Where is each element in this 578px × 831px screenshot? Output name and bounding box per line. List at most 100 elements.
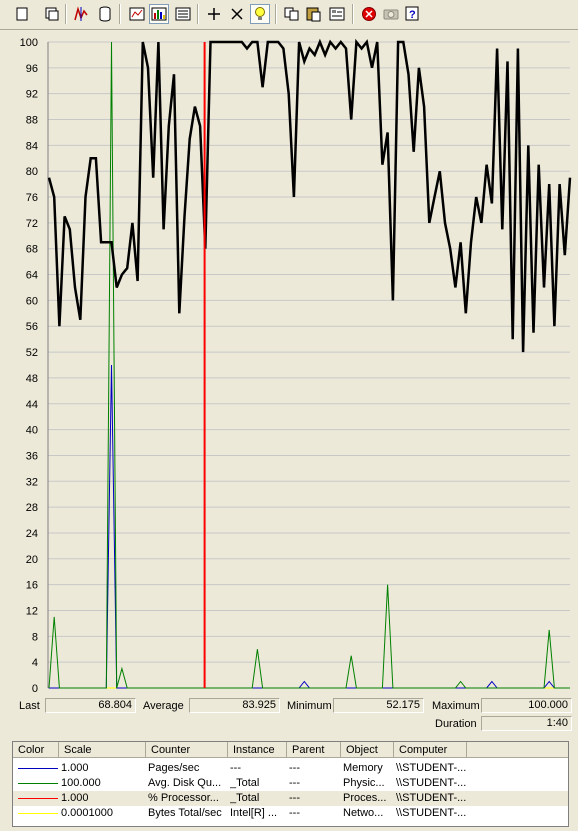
y-tick-label: 100	[20, 37, 38, 49]
add-icon	[208, 8, 220, 20]
series-line	[48, 41, 570, 689]
toolbar-separator	[352, 4, 354, 24]
y-tick-label: 80	[26, 166, 38, 178]
column-header-scale[interactable]: Scale	[59, 742, 146, 758]
toolbar-separator	[119, 4, 121, 24]
view-report-icon	[175, 7, 191, 21]
y-tick-label: 68	[26, 244, 38, 256]
y-tick-label: 4	[32, 657, 38, 669]
counter-legend: Color Scale Counter Instance Parent Obje…	[12, 741, 569, 827]
y-tick-label: 0	[32, 683, 38, 695]
update-data-icon	[383, 9, 399, 20]
average-label: Average	[143, 700, 184, 712]
y-tick-label: 60	[26, 295, 38, 307]
color-swatch	[18, 798, 58, 799]
y-tick-label: 24	[26, 528, 38, 540]
highlight-icon	[255, 7, 265, 20]
color-swatch	[18, 783, 58, 784]
delete-icon	[231, 8, 243, 20]
y-tick-label: 44	[26, 399, 38, 411]
y-tick-label: 56	[26, 321, 38, 333]
highlight-button[interactable]	[250, 4, 270, 24]
legend-cell-instance: _Total	[230, 777, 260, 789]
legend-cell-counter: % Processor...	[148, 792, 219, 804]
column-header-object[interactable]: Object	[341, 742, 394, 758]
help-button[interactable]: ?	[403, 4, 423, 24]
y-tick-label: 96	[26, 63, 38, 75]
clear-display-icon	[45, 7, 59, 21]
color-swatch	[18, 768, 58, 769]
y-tick-label: 76	[26, 192, 38, 204]
legend-row[interactable]: 1.000 % Processor... _Total --- Proces... \\S…	[13, 791, 568, 806]
column-header-instance[interactable]: Instance	[228, 742, 287, 758]
freeze-display-icon	[362, 7, 376, 21]
legend-cell-counter: Pages/sec	[148, 762, 200, 774]
copy-properties-button[interactable]	[282, 4, 302, 24]
y-tick-label: 84	[26, 140, 38, 152]
legend-cell-counter: Bytes Total/sec	[148, 807, 222, 819]
legend-cell-object: Memory	[343, 762, 383, 774]
legend-cell-parent: ---	[289, 777, 300, 789]
add-button[interactable]	[204, 4, 224, 24]
column-header-filler	[467, 742, 568, 758]
legend-cell-computer: \\STUDENT-...	[396, 807, 467, 819]
y-tick-label: 48	[26, 373, 38, 385]
view-graph-button[interactable]	[127, 4, 147, 24]
legend-row[interactable]: 100.000 Avg. Disk Qu... _Total --- Physic...…	[13, 776, 568, 791]
new-counter-set-button[interactable]	[12, 4, 32, 24]
maximum-value: 100.000	[481, 698, 572, 713]
properties-icon	[329, 7, 345, 21]
toolbar-separator	[197, 4, 199, 24]
legend-row[interactable]: 1.000 Pages/sec --- --- Memory \\STUDENT-...	[13, 761, 568, 776]
properties-button[interactable]	[327, 4, 347, 24]
clear-display-button[interactable]	[42, 4, 62, 24]
legend-cell-object: Physic...	[343, 777, 385, 789]
line-chart: 0481216202428323640444852566064687276808…	[20, 37, 572, 695]
update-data-button[interactable]	[381, 4, 401, 24]
y-tick-label: 8	[32, 631, 38, 643]
y-tick-label: 52	[26, 347, 38, 359]
minimum-label: Minimum	[287, 700, 332, 712]
legend-cell-computer: \\STUDENT-...	[396, 792, 467, 804]
view-log-data-button[interactable]	[95, 4, 115, 24]
column-header-computer[interactable]: Computer	[394, 742, 467, 758]
y-tick-label: 20	[26, 554, 38, 566]
y-tick-label: 28	[26, 502, 38, 514]
average-value: 83.925	[189, 698, 280, 713]
legend-row[interactable]: 0.0001000 Bytes Total/sec Intel[R] ... --- N…	[13, 806, 568, 821]
duration-value: 1:40	[481, 716, 572, 731]
legend-cell-parent: ---	[289, 762, 300, 774]
column-header-counter[interactable]: Counter	[146, 742, 228, 758]
view-report-button[interactable]	[173, 4, 193, 24]
delete-button[interactable]	[227, 4, 247, 24]
copy-properties-icon	[284, 7, 299, 21]
legend-cell-scale: 1.000	[61, 792, 89, 804]
toolbar-separator	[275, 4, 277, 24]
chart-area	[0, 29, 578, 695]
toolbar-separator	[65, 4, 67, 24]
y-tick-label: 12	[26, 605, 38, 617]
legend-cell-object: Netwo...	[343, 807, 384, 819]
legend-cell-instance: Intel[R] ...	[230, 807, 278, 819]
toolbar: ?	[0, 0, 578, 29]
legend-cell-computer: \\STUDENT-...	[396, 777, 467, 789]
legend-cell-parent: ---	[289, 807, 300, 819]
view-histogram-icon	[151, 7, 167, 21]
duration-label: Duration	[435, 718, 477, 730]
help-icon: ?	[405, 6, 419, 21]
column-header-color[interactable]: Color	[13, 742, 59, 758]
series-line	[47, 38, 572, 353]
statistics-bar: Last 68.804 Average 83.925 Minimum 52.17…	[0, 695, 578, 735]
column-header-parent[interactable]: Parent	[287, 742, 341, 758]
paste-counter-list-button[interactable]	[304, 4, 324, 24]
legend-cell-object: Proces...	[343, 792, 387, 804]
view-current-activity-button[interactable]	[71, 4, 91, 24]
legend-header: Color Scale Counter Instance Parent Obje…	[13, 742, 568, 758]
last-label: Last	[19, 700, 40, 712]
legend-cell-scale: 1.000	[61, 762, 89, 774]
last-value: 68.804	[45, 698, 136, 713]
view-current-activity-icon	[74, 6, 88, 21]
paste-counter-list-icon	[306, 7, 321, 22]
freeze-display-button[interactable]	[359, 4, 379, 24]
view-histogram-button[interactable]	[149, 4, 169, 24]
